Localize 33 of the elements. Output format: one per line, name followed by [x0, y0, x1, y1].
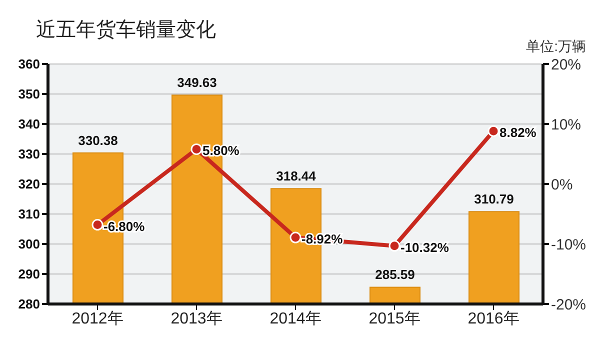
- y-tick-label: 320: [18, 176, 40, 192]
- x-tick-label: 2014年: [270, 310, 322, 328]
- y-tick-label: 290: [18, 266, 40, 282]
- y2-tick-label: -10%: [551, 236, 586, 254]
- point: [488, 125, 500, 137]
- point: [190, 143, 202, 155]
- y-tick-label: 300: [18, 236, 40, 252]
- point: [388, 240, 400, 252]
- point: [92, 219, 104, 231]
- y-tick-label: 340: [18, 116, 40, 132]
- x-tick-label: 2012年: [72, 310, 124, 328]
- data-label: 8.82%: [500, 125, 537, 140]
- y-tick-label: 360: [18, 56, 40, 72]
- data-label: 285.59: [375, 267, 415, 282]
- y2-tick-label: -20%: [551, 296, 586, 314]
- y-tick-label: 310: [18, 206, 40, 222]
- chart-title: 近五年货车销量变化: [36, 18, 216, 43]
- x-tick-label: 2016年: [468, 310, 520, 328]
- y2-tick-label: 0%: [551, 176, 573, 194]
- y-tick-label: 280: [18, 296, 40, 312]
- data-label: 318.44: [276, 168, 317, 184]
- point: [290, 232, 302, 244]
- y-tick-label: 350: [18, 86, 40, 102]
- data-label: -10.32%: [400, 240, 450, 255]
- x-tick-label: 2015年: [368, 310, 420, 328]
- y2-tick-label: 20%: [551, 56, 582, 74]
- y-tick-label: 330: [18, 146, 40, 162]
- data-label: 310.79: [474, 192, 514, 207]
- data-label: 330.38: [78, 132, 118, 148]
- text: 单位:万辆: [526, 38, 586, 56]
- y2-tick-label: 10%: [551, 116, 582, 134]
- x-tick-label: 2013年: [170, 310, 222, 328]
- data-label: 349.63: [177, 75, 217, 90]
